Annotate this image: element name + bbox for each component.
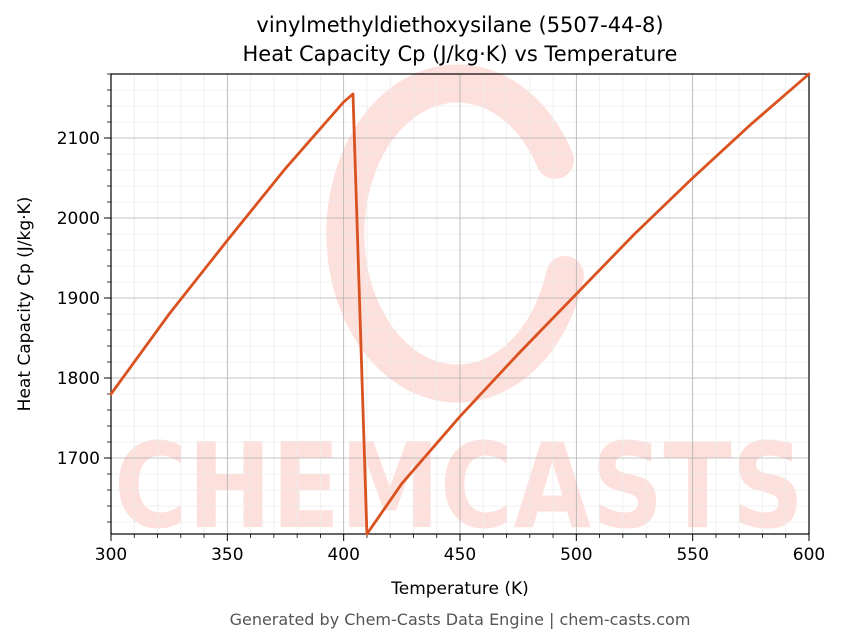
x-tick-label: 450	[444, 545, 476, 565]
y-axis: 1700 1800 1900 2000 2100	[57, 73, 111, 523]
y-tick-label: 1800	[57, 369, 100, 389]
x-tick-label: 600	[793, 545, 825, 565]
x-tick-label: 500	[560, 545, 592, 565]
x-axis: 300 350 400 450 500 550 600	[95, 534, 825, 565]
chart-title: vinylmethyldiethoxysilane (5507-44-8)	[256, 13, 663, 37]
x-tick-label: 550	[676, 545, 708, 565]
footer-credit: Generated by Chem-Casts Data Engine | ch…	[230, 610, 691, 629]
watermark-text: CHEMCASTS	[114, 417, 804, 555]
y-tick-label: 1900	[57, 289, 100, 309]
y-tick-label: 2100	[57, 129, 100, 149]
x-tick-label: 300	[95, 545, 127, 565]
y-axis-label: Heat Capacity Cp (J/kg·K)	[15, 197, 35, 412]
y-tick-label: 2000	[57, 209, 100, 229]
x-tick-label: 350	[211, 545, 243, 565]
chart-subtitle: Heat Capacity Cp (J/kg·K) vs Temperature	[243, 42, 678, 66]
x-tick-label: 400	[327, 545, 359, 565]
series-line	[109, 72, 811, 536]
y-tick-label: 1700	[57, 449, 100, 469]
x-axis-label: Temperature (K)	[390, 579, 529, 599]
